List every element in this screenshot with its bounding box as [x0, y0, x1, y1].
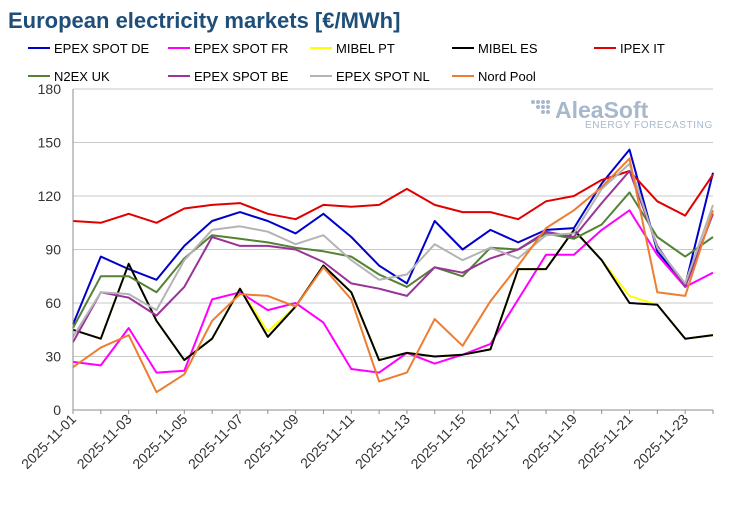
series-line-epex-spot-fr: [72, 209, 714, 374]
y-tick-label: 0: [53, 402, 61, 418]
logo-dot: [541, 105, 545, 109]
y-tick-label: 90: [45, 242, 61, 258]
x-tick-label: 2025-11-15: [407, 411, 468, 472]
x-tick-label: 2025-11-17: [463, 411, 524, 472]
legend-label-mibel-es: MIBEL ES: [478, 41, 538, 56]
logo-dot: [536, 100, 540, 104]
legend-label-n2ex-uk: N2EX UK: [54, 69, 110, 84]
y-tick-label: 150: [38, 135, 62, 151]
legend-label-mibel-pt: MIBEL PT: [336, 41, 395, 56]
y-tick-label: 60: [45, 295, 61, 311]
x-tick-label: 2025-11-01: [18, 411, 79, 472]
logo-subtext: ENERGY FORECASTING: [585, 120, 713, 131]
legend-label-epex-spot-be: EPEX SPOT BE: [194, 69, 289, 84]
y-tick-label: 120: [38, 188, 62, 204]
series-lines: [72, 148, 714, 394]
series-line-ipex-it: [72, 170, 714, 224]
x-tick-label: 2025-11-09: [241, 411, 302, 472]
x-tick-label: 2025-11-03: [74, 411, 135, 472]
series-line-mibel-es: [72, 228, 714, 362]
series-line-epex-spot-be: [72, 170, 714, 343]
legend-label-nord-pool: Nord Pool: [478, 69, 536, 84]
series-line-nord-pool: [72, 157, 714, 394]
logo-dot: [546, 110, 550, 114]
logo-dot: [531, 100, 535, 104]
logo-dot: [541, 110, 545, 114]
y-tick-label: 30: [45, 349, 61, 365]
legend-label-ipex-it: IPEX IT: [620, 41, 665, 56]
legend: EPEX SPOT DE EPEX SPOT FR MIBEL PT MIBEL ES…: [28, 41, 665, 84]
series-line-epex-spot-nl: [72, 162, 714, 338]
x-tick-label: 2025-11-13: [352, 411, 413, 472]
logo-dot: [546, 100, 550, 104]
chart-title: European electricity markets [€/MWh]: [8, 8, 400, 33]
x-tick-label: 2025-11-23: [630, 411, 691, 472]
x-tick-label: 2025-11-05: [129, 411, 190, 472]
logo-text: AleaSoft: [555, 97, 649, 123]
legend-label-epex-spot-nl: EPEX SPOT NL: [336, 69, 430, 84]
y-tick-label: 180: [38, 81, 62, 97]
x-axis: 2025-11-012025-11-032025-11-052025-11-07…: [18, 409, 714, 472]
y-axis: 0 30 60 90 120 150 180: [38, 81, 74, 418]
x-tick-label: 2025-11-11: [297, 411, 358, 472]
logo-dot: [536, 105, 540, 109]
x-tick-label: 2025-11-19: [519, 411, 580, 472]
x-tick-label: 2025-11-07: [185, 411, 246, 472]
series-line-n2ex-uk: [72, 191, 714, 329]
x-tick-label: 2025-11-21: [574, 411, 635, 472]
legend-label-epex-spot-fr: EPEX SPOT FR: [194, 41, 288, 56]
legend-label-epex-spot-de: EPEX SPOT DE: [54, 41, 149, 56]
logo-dot: [546, 105, 550, 109]
logo-dot: [541, 100, 545, 104]
